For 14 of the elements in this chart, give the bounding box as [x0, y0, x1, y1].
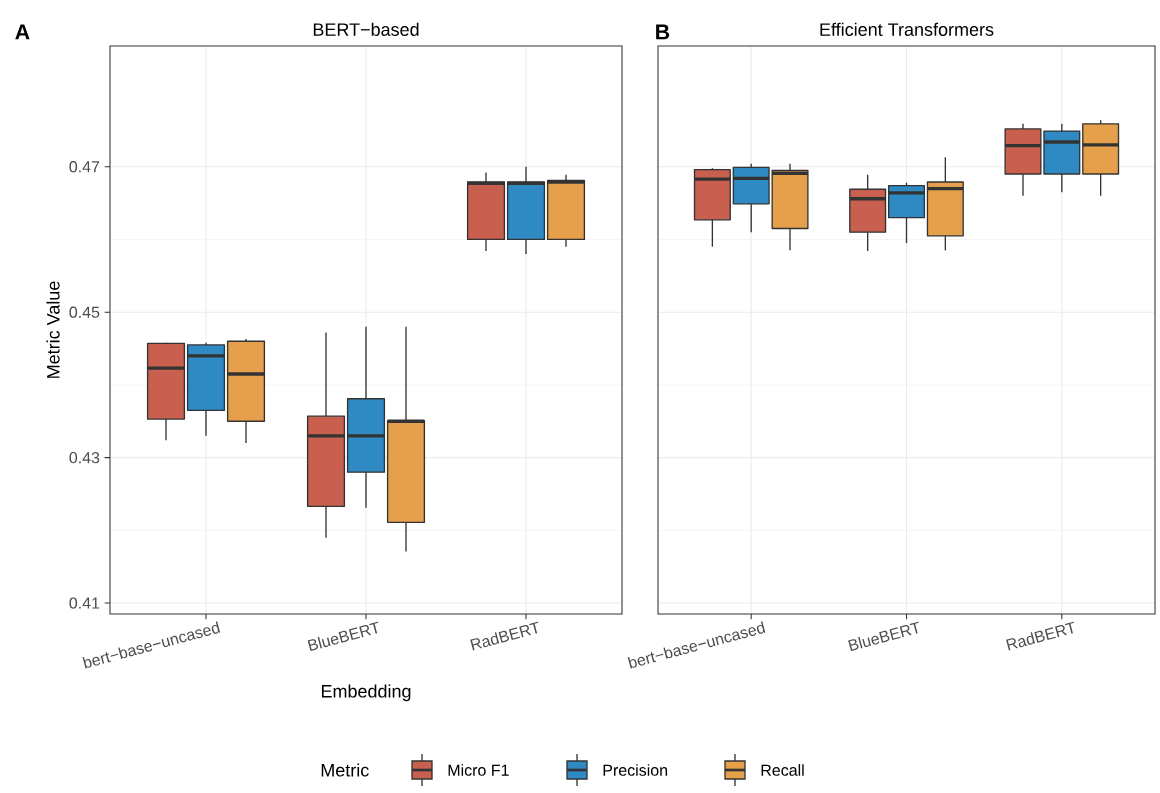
text: B: [656, 24, 670, 40]
y-tick-label: 0.47: [69, 161, 100, 173]
legend-title: Metric: [321, 763, 369, 777]
text: A: [15, 24, 30, 40]
y-tick-label: 0.41: [69, 597, 100, 609]
legend-label: Precision: [603, 764, 668, 776]
chart-title: BERT−based: [313, 22, 419, 36]
legend-label: Recall: [761, 764, 804, 776]
y-tick-label: 0.43: [69, 451, 100, 464]
chart-title: Efficient Transformers: [820, 22, 994, 36]
x-axis-title: Embedding: [321, 684, 411, 702]
legend-label: Micro F1: [448, 764, 509, 776]
y-axis-title: Metric Value: [46, 281, 60, 378]
y-tick-label: 0.45: [69, 306, 100, 318]
